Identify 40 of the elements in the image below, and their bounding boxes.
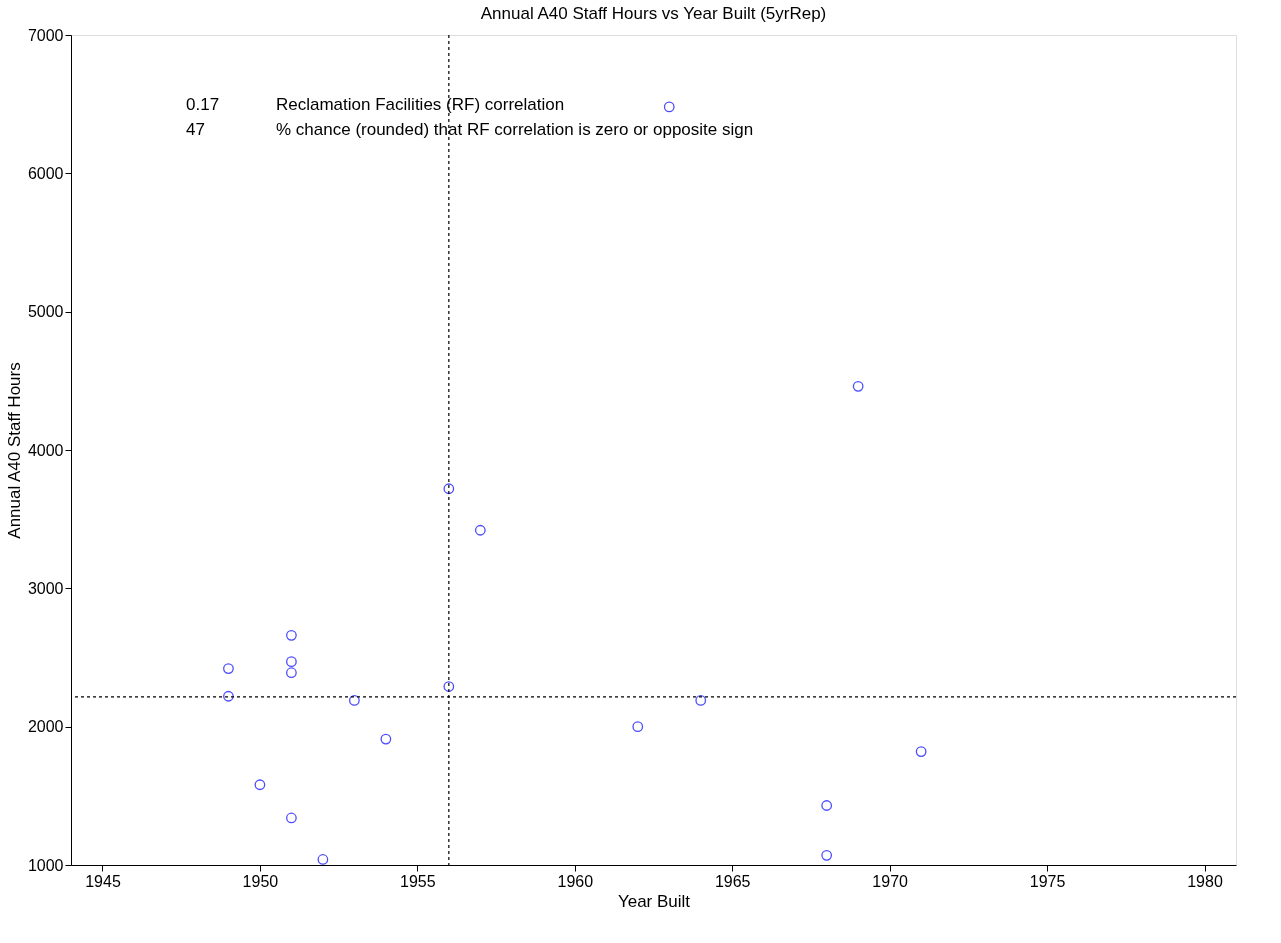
point — [632, 721, 644, 733]
point — [695, 695, 707, 706]
point — [821, 800, 833, 811]
x-tick-label: 1945 — [85, 872, 121, 890]
point — [380, 733, 392, 745]
y-tick-label: 2000 — [27, 718, 64, 736]
point — [474, 524, 486, 536]
y-tick-label: 4000 — [27, 441, 64, 459]
x-tick-label: 1980 — [1187, 872, 1223, 890]
point — [223, 690, 234, 702]
x-tick-label: 1975 — [1029, 872, 1066, 890]
x-tick-label: 1965 — [714, 872, 751, 890]
point — [286, 812, 297, 824]
point — [663, 101, 675, 113]
point — [286, 629, 297, 641]
point — [317, 854, 329, 865]
point — [348, 695, 360, 706]
point — [254, 779, 266, 791]
point — [821, 849, 833, 861]
y-tick-label: 6000 — [27, 164, 64, 182]
x-tick-label: 1960 — [557, 872, 594, 890]
x-tick-label: 1970 — [872, 872, 909, 890]
x-axis-title: Year Built — [617, 891, 691, 911]
point — [223, 663, 234, 674]
y-axis-title: Annual A40 Staff Hours — [4, 362, 24, 539]
point — [443, 681, 455, 692]
point — [286, 656, 297, 668]
y-tick-label: 7000 — [27, 26, 64, 44]
chart-title: Annual A40 Staff Hours vs Year Built (5yrRep) — [480, 4, 827, 23]
point — [915, 746, 927, 757]
y-tick-label: 1000 — [27, 856, 64, 874]
y-tick-label: 3000 — [27, 579, 64, 597]
text: 47 % chance (rounded) that RF correlation is zero or opposite sign — [186, 120, 754, 139]
point — [852, 380, 864, 392]
point — [443, 483, 455, 495]
text: 0.17 Reclamation Facilities (RF) correlation — [186, 95, 565, 114]
point — [286, 667, 297, 679]
x-tick-label: 1955 — [400, 872, 436, 890]
x-tick-label: 1950 — [242, 872, 279, 890]
y-tick-label: 5000 — [27, 303, 64, 321]
